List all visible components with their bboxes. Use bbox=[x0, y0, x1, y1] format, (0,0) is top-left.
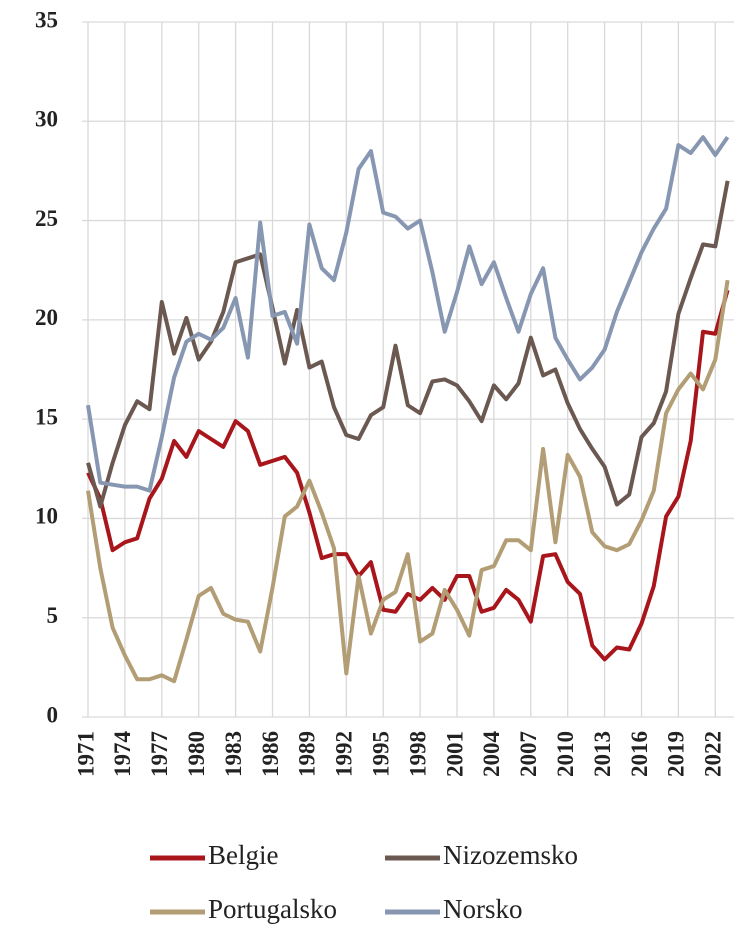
x-tick-label: 2013 bbox=[590, 731, 615, 777]
y-tick-label: 30 bbox=[35, 107, 58, 132]
legend-label: Belgie bbox=[208, 840, 278, 870]
legend-label: Portugalsko bbox=[208, 894, 337, 924]
series-line bbox=[86, 279, 730, 684]
x-tick-label: 1989 bbox=[295, 731, 320, 777]
x-tick-label: 2010 bbox=[553, 731, 578, 777]
x-tick-label: 1998 bbox=[405, 731, 430, 777]
x-tick-label: 1992 bbox=[332, 731, 357, 777]
y-tick-label: 5 bbox=[47, 603, 59, 628]
y-tick-label: 20 bbox=[35, 305, 58, 330]
x-tick-label: 1971 bbox=[73, 731, 98, 777]
series-line bbox=[86, 180, 730, 509]
legend-label: Norsko bbox=[443, 894, 523, 924]
x-tick-label: 1995 bbox=[368, 731, 393, 777]
x-tick-label: 2016 bbox=[627, 731, 652, 777]
y-tick-label: 0 bbox=[47, 702, 59, 727]
x-tick-label: 2007 bbox=[516, 731, 541, 777]
x-tick-label: 1977 bbox=[147, 731, 172, 777]
series-line bbox=[86, 289, 730, 662]
series-line bbox=[86, 135, 730, 493]
x-tick-label: 1974 bbox=[110, 731, 135, 778]
y-tick-label: 35 bbox=[35, 7, 58, 32]
x-tick-label: 2022 bbox=[701, 731, 726, 777]
x-tick-label: 1983 bbox=[221, 731, 246, 777]
legend-label: Nizozemsko bbox=[443, 840, 578, 870]
y-tick-label: 15 bbox=[35, 404, 58, 429]
y-tick-label: 10 bbox=[35, 504, 58, 529]
x-tick-label: 2001 bbox=[442, 731, 467, 777]
y-tick-label: 25 bbox=[35, 206, 58, 231]
x-tick-label: 2004 bbox=[479, 731, 504, 778]
x-tick-label: 1986 bbox=[258, 731, 283, 777]
x-tick-label: 1980 bbox=[184, 731, 209, 777]
x-tick-label: 2019 bbox=[664, 731, 689, 777]
